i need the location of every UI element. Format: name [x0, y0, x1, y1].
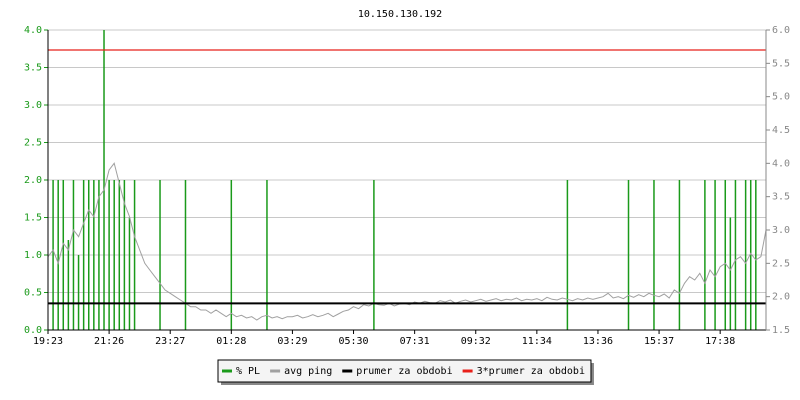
y-tick-label: 2.5: [24, 138, 42, 149]
chart-title: 10.150.130.192: [358, 9, 442, 20]
x-tick-label: 17:38: [705, 336, 735, 347]
x-tick-label: 19:23: [33, 336, 63, 347]
y2-tick-label: 3.5: [772, 192, 790, 203]
y2-tick-label: 2.5: [772, 258, 790, 269]
legend: % PL avg ping prumer za obdobi 3*prumer za …: [217, 359, 594, 385]
y2-tick-label: 1.5: [772, 325, 790, 336]
y2-tick-label: 4.5: [772, 125, 790, 136]
x-tick-label: 01:28: [216, 336, 246, 347]
y2-tick-label: 3.0: [772, 225, 790, 236]
x-tick-label: 09:32: [461, 336, 491, 347]
legend-label: % PL: [236, 366, 260, 377]
x-tick-label: 15:37: [644, 336, 674, 347]
legend-label: 3*prumer za obdobi: [477, 366, 585, 377]
x-tick-label: 21:26: [94, 336, 124, 347]
x-tick-label: 05:30: [338, 336, 368, 347]
y-tick-label: 4.0: [24, 25, 42, 36]
legend-label: prumer za obdobi: [356, 366, 452, 377]
x-tick-label: 11:34: [522, 336, 552, 347]
y2-tick-label: 5.0: [772, 92, 790, 103]
y2-tick-label: 2.0: [772, 292, 790, 303]
y-tick-label: 3.5: [24, 63, 42, 74]
legend-label: avg ping: [284, 366, 332, 377]
y2-tick-label: 6.0: [772, 25, 790, 36]
legend-box: [217, 359, 592, 383]
y-tick-label: 0.0: [24, 325, 42, 336]
x-tick-label: 23:27: [155, 336, 185, 347]
x-tick-label: 07:31: [400, 336, 430, 347]
y-tick-label: 0.5: [24, 288, 42, 299]
y-tick-label: 1.0: [24, 250, 42, 261]
y-tick-label: 1.5: [24, 213, 42, 224]
y2-tick-label: 4.0: [772, 158, 790, 169]
y2-tick-label: 5.5: [772, 58, 790, 69]
y-tick-label: 3.0: [24, 100, 42, 111]
x-tick-label: 03:29: [277, 336, 307, 347]
y-tick-label: 2.0: [24, 175, 42, 186]
x-tick-label: 13:36: [583, 336, 613, 347]
